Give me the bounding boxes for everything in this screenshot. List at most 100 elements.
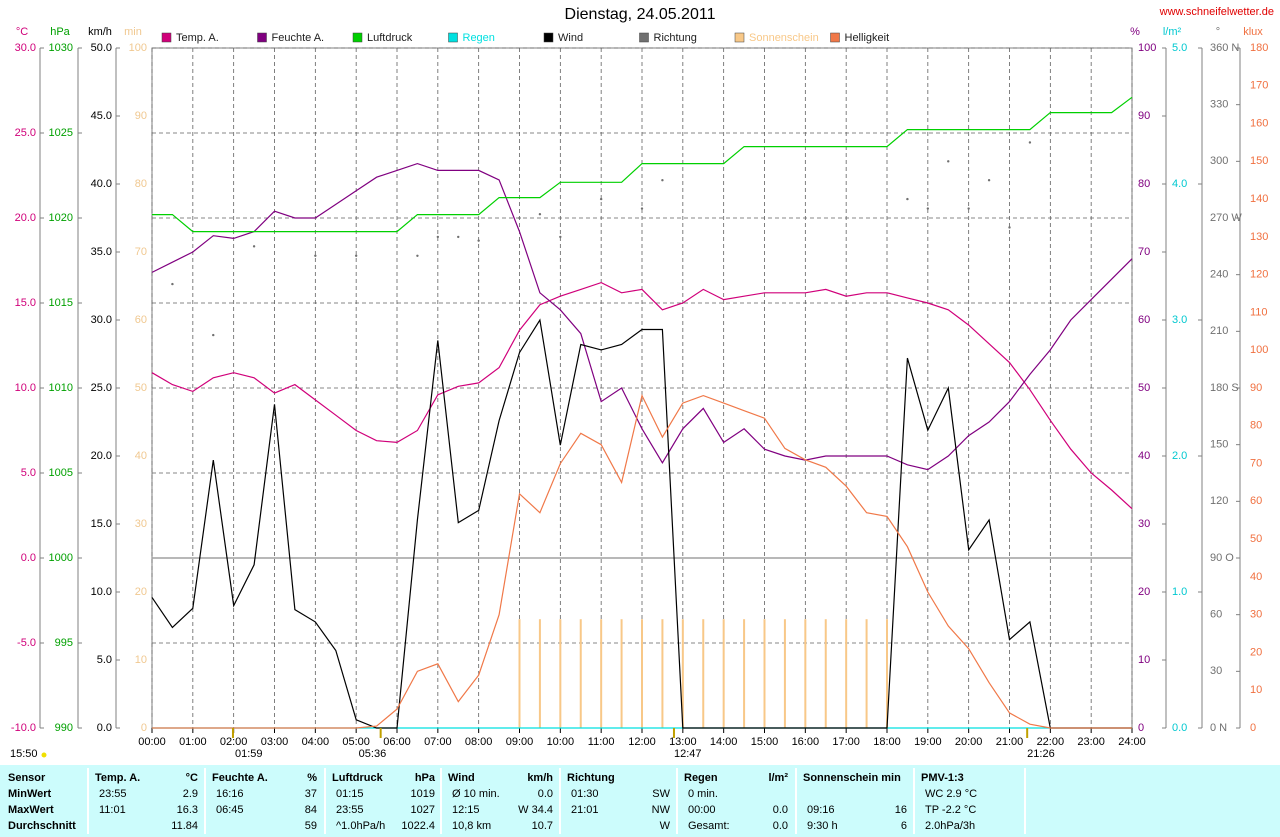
cell-right: 2.9 <box>183 788 198 800</box>
y-tick-label: 90 <box>1138 110 1150 122</box>
sunshine-bar <box>783 619 786 728</box>
cell-left: 12:15 <box>452 804 480 816</box>
cell-left: 00:00 <box>688 804 716 816</box>
column-unit: km/h <box>527 772 553 784</box>
cell-left: 06:45 <box>216 804 244 816</box>
y-tick-label: 100 <box>129 42 147 54</box>
cell-right: 1019 <box>411 788 435 800</box>
legend-label: Wind <box>558 32 583 44</box>
axis-unit: hPa <box>50 26 70 38</box>
y-tick-label: 90 O <box>1210 552 1234 564</box>
legend-swatch <box>161 32 172 43</box>
column-title: Temp. A. <box>95 772 140 784</box>
x-tick-label: 15:00 <box>751 736 779 748</box>
y-tick-label: 20.0 <box>91 450 112 462</box>
column-unit: l/m² <box>768 772 788 784</box>
y-tick-label: 40 <box>1250 571 1262 583</box>
sunshine-bar <box>620 619 623 728</box>
y-tick-label: 1020 <box>49 212 73 224</box>
y-tick-label: 270 W <box>1210 212 1242 224</box>
y-tick-label: 1030 <box>49 42 73 54</box>
x-tick-label: 22:00 <box>1037 736 1065 748</box>
y-tick-label: 20 <box>135 586 147 598</box>
direction-dot <box>906 197 909 201</box>
cell-right: 37 <box>305 788 317 800</box>
sunshine-bar <box>722 619 725 728</box>
legend-label: Temp. A. <box>176 32 219 44</box>
y-tick-label: 60 <box>135 314 147 326</box>
source: www.schneifelwetter.de <box>1159 6 1274 18</box>
series-line <box>151 162 1133 471</box>
y-tick-label: 150 <box>1250 155 1268 167</box>
y-tick-label: 40 <box>1138 450 1150 462</box>
legend-swatch <box>352 32 363 43</box>
cell-right: 1022.4 <box>401 820 435 832</box>
legend-swatch <box>639 32 649 43</box>
legend-label: Luftdruck <box>367 32 413 44</box>
cell-left: 10,8 km <box>452 820 491 832</box>
cell-left: 23:55 <box>99 788 127 800</box>
y-tick-label: 2.0 <box>1172 450 1187 462</box>
axis-unit: °C <box>16 26 28 38</box>
annotation: 05:36 <box>359 748 387 760</box>
direction-dot <box>457 235 460 239</box>
y-tick-label: 10.0 <box>15 382 36 394</box>
y-tick-label: 30 <box>1138 518 1150 530</box>
y-tick-label: 10.0 <box>91 586 112 598</box>
y-tick-label: 80 <box>1138 178 1150 190</box>
legend-swatch <box>543 32 554 43</box>
sunshine-bar <box>886 619 888 728</box>
y-tick-label: 90 <box>135 110 147 122</box>
x-tick-label: 00:00 <box>138 736 166 748</box>
legend-swatch <box>448 32 458 43</box>
column-unit: hPa <box>415 772 436 784</box>
y-tick-label: 120 <box>1210 495 1228 507</box>
column-title: Feuchte A. <box>212 772 268 784</box>
cell-left: 16:16 <box>216 788 244 800</box>
x-tick-label: 04:00 <box>302 736 330 748</box>
sunshine-bar <box>559 619 562 728</box>
x-tick-label: 20:00 <box>955 736 983 748</box>
x-tick-label: 24:00 <box>1118 736 1146 748</box>
cell-left: 2.0hPa/3h <box>925 820 975 832</box>
cell-left: TP -2.2 °C <box>925 804 976 816</box>
y-tick-label: 140 <box>1250 193 1268 205</box>
y-tick-label: 70 <box>135 246 147 258</box>
y-tick-label: 50 <box>1250 533 1262 545</box>
cell-right: 0.0 <box>773 804 788 816</box>
direction-dot <box>1028 141 1032 144</box>
y-tick-label: 70 <box>1250 457 1262 469</box>
x-tick-label: 23:00 <box>1077 736 1105 748</box>
y-tick-label: 330 <box>1210 99 1228 111</box>
direction-dot <box>171 282 174 286</box>
sunshine-bar <box>518 619 521 728</box>
x-tick-label: 11:00 <box>588 736 615 748</box>
cell-right: W <box>660 820 671 832</box>
cell-right: 11.84 <box>171 820 198 832</box>
legend-swatch <box>257 32 267 43</box>
x-tick-label: 05:00 <box>342 736 370 748</box>
y-tick-label: 50 <box>1138 382 1150 394</box>
legend-label: Regen <box>463 32 495 44</box>
y-tick-label: 240 <box>1210 269 1228 281</box>
x-tick-label: 07:00 <box>424 736 452 748</box>
y-tick-label: 100 <box>1138 42 1156 54</box>
table-header: Sensor <box>8 772 46 784</box>
y-tick-label: 100 <box>1250 344 1268 356</box>
summary-table: Sensor MinWert MaxWert Durchschnitt Temp. A.… <box>8 768 1026 834</box>
y-tick-label: 0 <box>141 722 147 734</box>
cell-left: 11:01 <box>99 804 126 816</box>
x-tick-label: 12:00 <box>628 736 656 748</box>
direction-dot <box>559 235 562 239</box>
y-tick-label: 45.0 <box>91 110 112 122</box>
y-tick-label: 0 <box>1250 722 1256 734</box>
column-title: Regen <box>684 772 718 784</box>
legend-swatch <box>830 32 840 43</box>
column-title: Richtung <box>567 772 615 784</box>
column-unit: % <box>307 772 317 784</box>
annotation: 12:47 <box>674 748 702 760</box>
cell-right: 84 <box>305 804 317 816</box>
x-tick-label: 17:00 <box>832 736 860 748</box>
annotation: 21:26 <box>1027 748 1055 760</box>
y-tick-label: 1000 <box>49 552 73 564</box>
